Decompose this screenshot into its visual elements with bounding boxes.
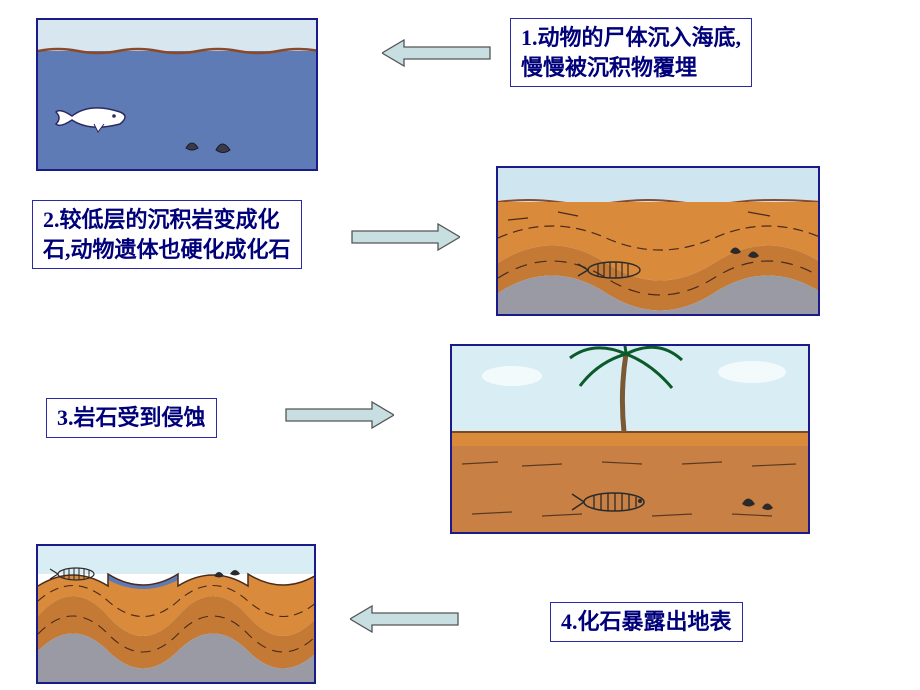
- scene1-panel: [36, 18, 318, 171]
- arrow-step1: [382, 38, 492, 68]
- arrow-step2: [350, 222, 460, 252]
- scene3-panel: [450, 344, 810, 534]
- scene4-panel: [36, 544, 316, 684]
- arrow-step4: [350, 604, 460, 634]
- caption-step3: 3.岩石受到侵蚀: [46, 398, 217, 438]
- scene2-panel: [496, 166, 820, 316]
- caption-step4: 4.化石暴露出地表: [550, 602, 743, 642]
- caption-step1-text: 1.动物的尸体沉入海底,慢慢被沉积物覆埋: [521, 25, 741, 80]
- caption-step2: 2.较低层的沉积岩变成化石,动物遗体也硬化成化石: [32, 200, 302, 269]
- caption-step3-text: 3.岩石受到侵蚀: [57, 405, 206, 430]
- caption-step1: 1.动物的尸体沉入海底,慢慢被沉积物覆埋: [510, 18, 752, 87]
- arrow-step3: [284, 400, 394, 430]
- caption-step4-text: 4.化石暴露出地表: [561, 609, 732, 634]
- caption-step2-text: 2.较低层的沉积岩变成化石,动物遗体也硬化成化石: [43, 207, 291, 262]
